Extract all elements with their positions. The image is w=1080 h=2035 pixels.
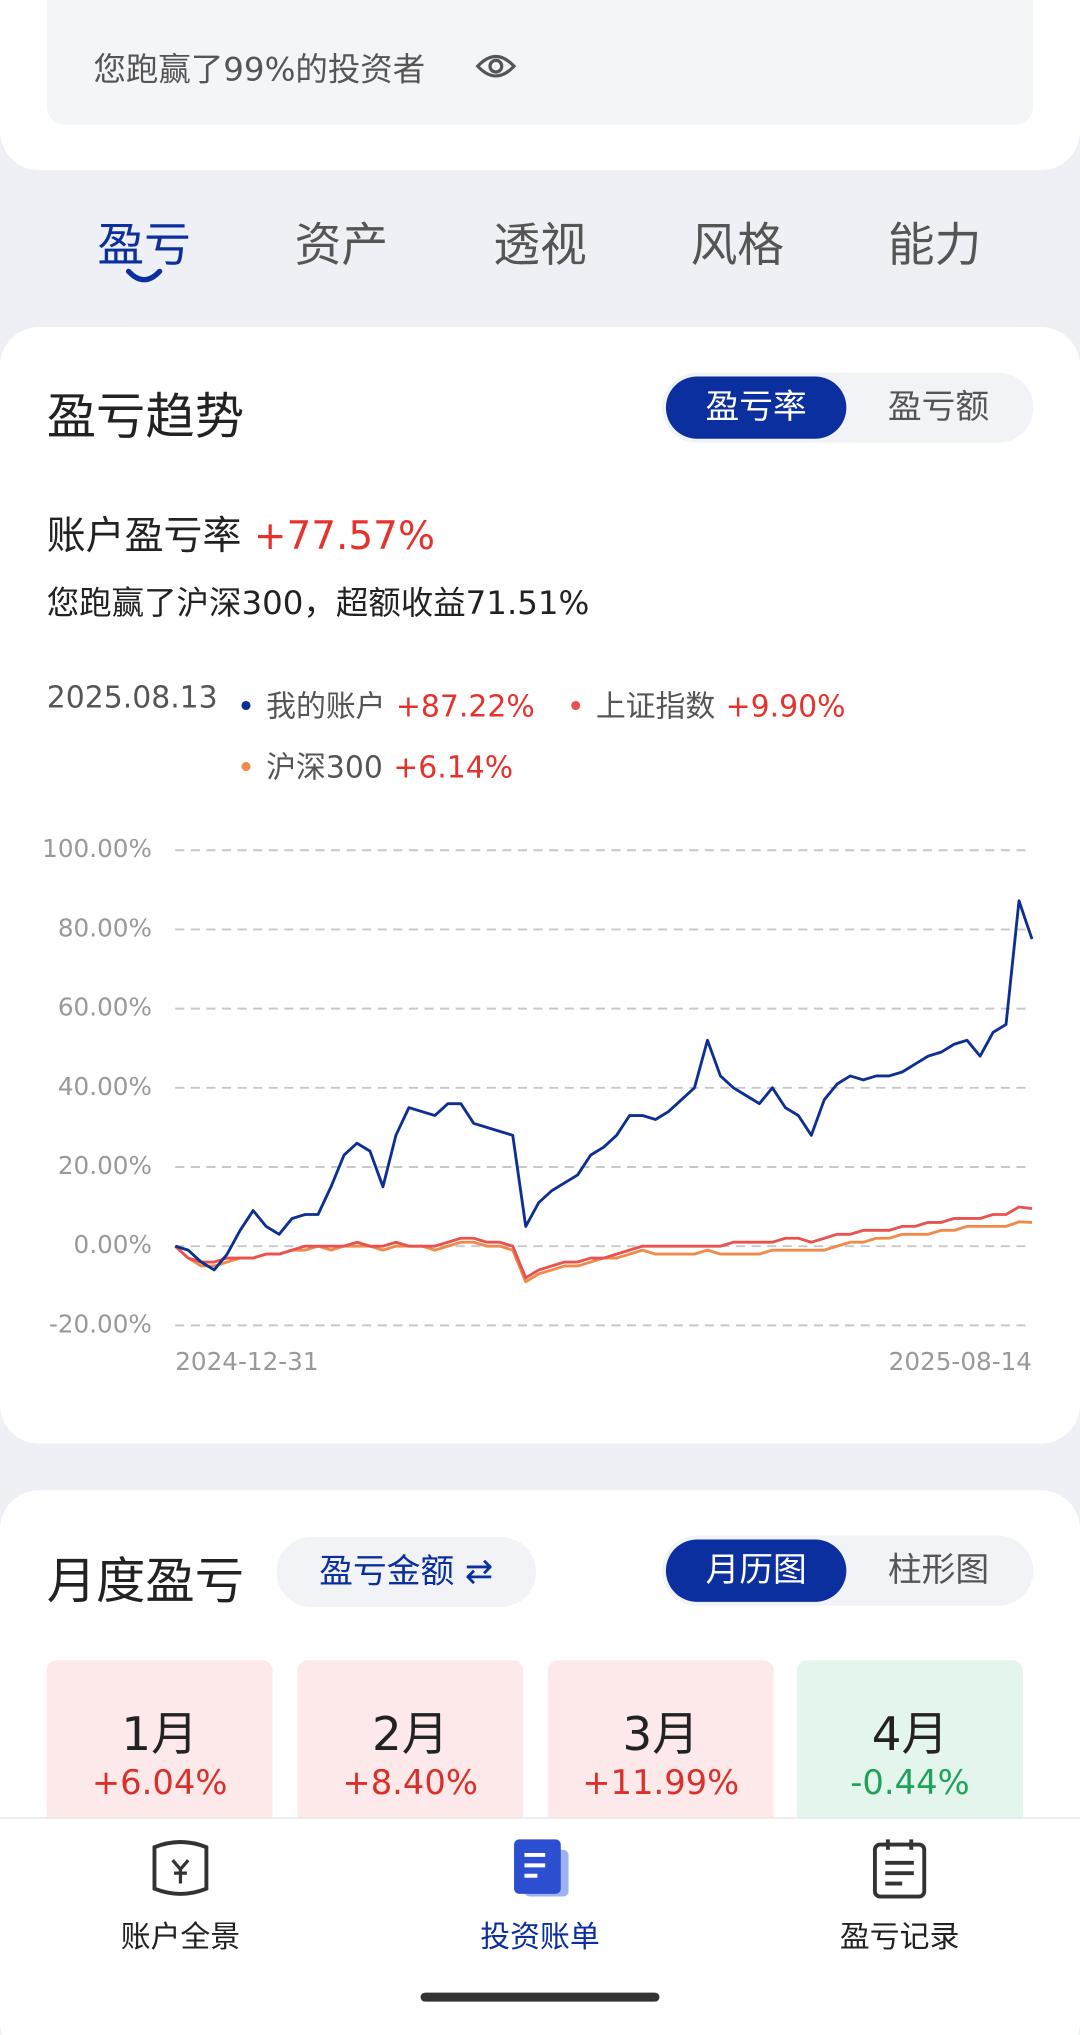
series-line: [174, 1205, 1033, 1280]
rate-value: +77.57%: [253, 514, 435, 560]
y-tick-label: 60.00%: [58, 993, 152, 1022]
eye-icon[interactable]: [475, 49, 517, 83]
tab[interactable]: 风格: [690, 219, 785, 273]
month-label: 1月: [121, 1708, 198, 1762]
nav-item[interactable]: 盈亏记录: [770, 1819, 1030, 1962]
legend-name: 我的账户: [266, 690, 386, 725]
month-card[interactable]: 4月 -0.44%: [797, 1660, 1023, 1843]
nav-label: 投资账单: [480, 1921, 600, 1955]
month-label: 3月: [622, 1708, 699, 1762]
legend-entry: 上证指数 +9.90%: [569, 682, 846, 726]
month-change: -0.44%: [850, 1764, 970, 1804]
toggle: 盈亏率 盈亏额: [662, 372, 1034, 443]
legend-value: +9.90%: [725, 690, 846, 725]
toggle: 月历图 柱形图: [662, 1535, 1034, 1606]
trend-card: [0, 327, 1080, 1444]
tab[interactable]: 资产: [294, 219, 389, 273]
nav-item[interactable]: 账户全景: [51, 1819, 311, 1962]
section-title: 月度盈亏: [46, 1552, 245, 1610]
legend-name: 上证指数: [595, 690, 716, 725]
line-chart: -20.00% 0.00% 20.00% 40.00% 60.00% 80.00% 100.…: [42, 834, 1034, 1376]
rate-row: 账户盈亏率 +77.57%: [47, 504, 435, 561]
x-tick-label: 2024-12-31: [175, 1347, 318, 1376]
banner-box: [46, 0, 1034, 125]
tab-indicator: [125, 268, 163, 283]
nav-item[interactable]: 投资账单: [410, 1819, 670, 1962]
toggle-option[interactable]: 柱形图: [887, 1551, 990, 1591]
home-indicator: [420, 1992, 660, 2002]
month-label: 2月: [371, 1708, 449, 1762]
month-change: +8.40%: [342, 1764, 478, 1804]
y-tick-label: 0.00%: [74, 1230, 152, 1259]
month-card[interactable]: 2月 +8.40%: [297, 1660, 524, 1843]
legend-dot: [571, 700, 581, 711]
excess-text: 您跑赢了沪深300，超额收益71.51%: [46, 584, 590, 622]
nav-icon: [514, 1839, 569, 1897]
legend-entry: 我的账户 +87.22%: [239, 682, 535, 726]
metric-button-label: 盈亏金额 ⇄: [319, 1552, 494, 1592]
toggle-option[interactable]: 盈亏额: [887, 388, 990, 428]
toggle-option[interactable]: 盈亏率: [665, 376, 847, 439]
banner-text: 您跑赢了99%的投资者: [93, 50, 426, 89]
month-change: +6.04%: [91, 1764, 228, 1804]
toggle-option[interactable]: 月历图: [665, 1539, 847, 1602]
tab[interactable]: 能力: [887, 219, 982, 273]
month-card[interactable]: 1月 +6.04%: [46, 1660, 273, 1843]
nav-label: 账户全景: [120, 1921, 241, 1955]
nav-icon: [152, 1840, 209, 1896]
legend-date: 2025.08.13: [46, 681, 218, 716]
y-tick-label: -20.00%: [49, 1309, 152, 1338]
y-tick-label: 80.00%: [58, 913, 152, 942]
tab[interactable]: 透视: [493, 219, 587, 273]
series-line: [174, 1220, 1033, 1284]
section-title: 盈亏趋势: [46, 388, 245, 446]
nav-label: 盈亏记录: [839, 1921, 960, 1955]
rate-label: 账户盈亏率: [46, 514, 242, 560]
x-tick-label: 2025-08-14: [889, 1347, 1032, 1376]
metric-button[interactable]: 盈亏金额 ⇄: [276, 1536, 537, 1608]
series-line: [174, 899, 1034, 1272]
nav-icon: [872, 1839, 927, 1899]
legend-dot: [241, 700, 251, 711]
legend-name: 沪深300: [266, 751, 383, 786]
y-tick-label: 20.00%: [58, 1151, 152, 1180]
y-tick-label: 40.00%: [58, 1072, 152, 1101]
month-change: +11.99%: [582, 1764, 740, 1804]
bottom-nav: 账户全景 投资账单 盈亏记录: [0, 1817, 1080, 1962]
legend-dot: [241, 761, 251, 772]
legend-entry: 沪深300 +6.14%: [239, 743, 513, 787]
legend-value: +6.14%: [393, 751, 514, 786]
y-tick-label: 100.00%: [42, 834, 152, 863]
month-card[interactable]: 3月 +11.99%: [547, 1660, 774, 1843]
month-label: 4月: [871, 1708, 949, 1762]
legend-value: +87.22%: [395, 690, 535, 725]
tab[interactable]: 盈亏: [97, 219, 191, 273]
